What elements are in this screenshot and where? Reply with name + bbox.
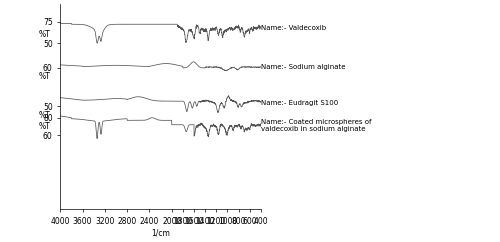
Text: %T: %T — [38, 111, 50, 120]
Text: %T: %T — [38, 122, 50, 131]
Text: %T: %T — [38, 30, 50, 39]
Text: %T: %T — [38, 72, 50, 81]
Text: Name:- Eudragit S100: Name:- Eudragit S100 — [260, 100, 338, 106]
Text: Name:- Coated microspheres of
valdecoxib in sodium alginate: Name:- Coated microspheres of valdecoxib… — [260, 119, 371, 132]
Text: Name:- Valdecoxib: Name:- Valdecoxib — [260, 24, 326, 30]
X-axis label: 1/cm: 1/cm — [151, 229, 170, 238]
Text: Name:- Sodium alginate: Name:- Sodium alginate — [260, 64, 345, 70]
